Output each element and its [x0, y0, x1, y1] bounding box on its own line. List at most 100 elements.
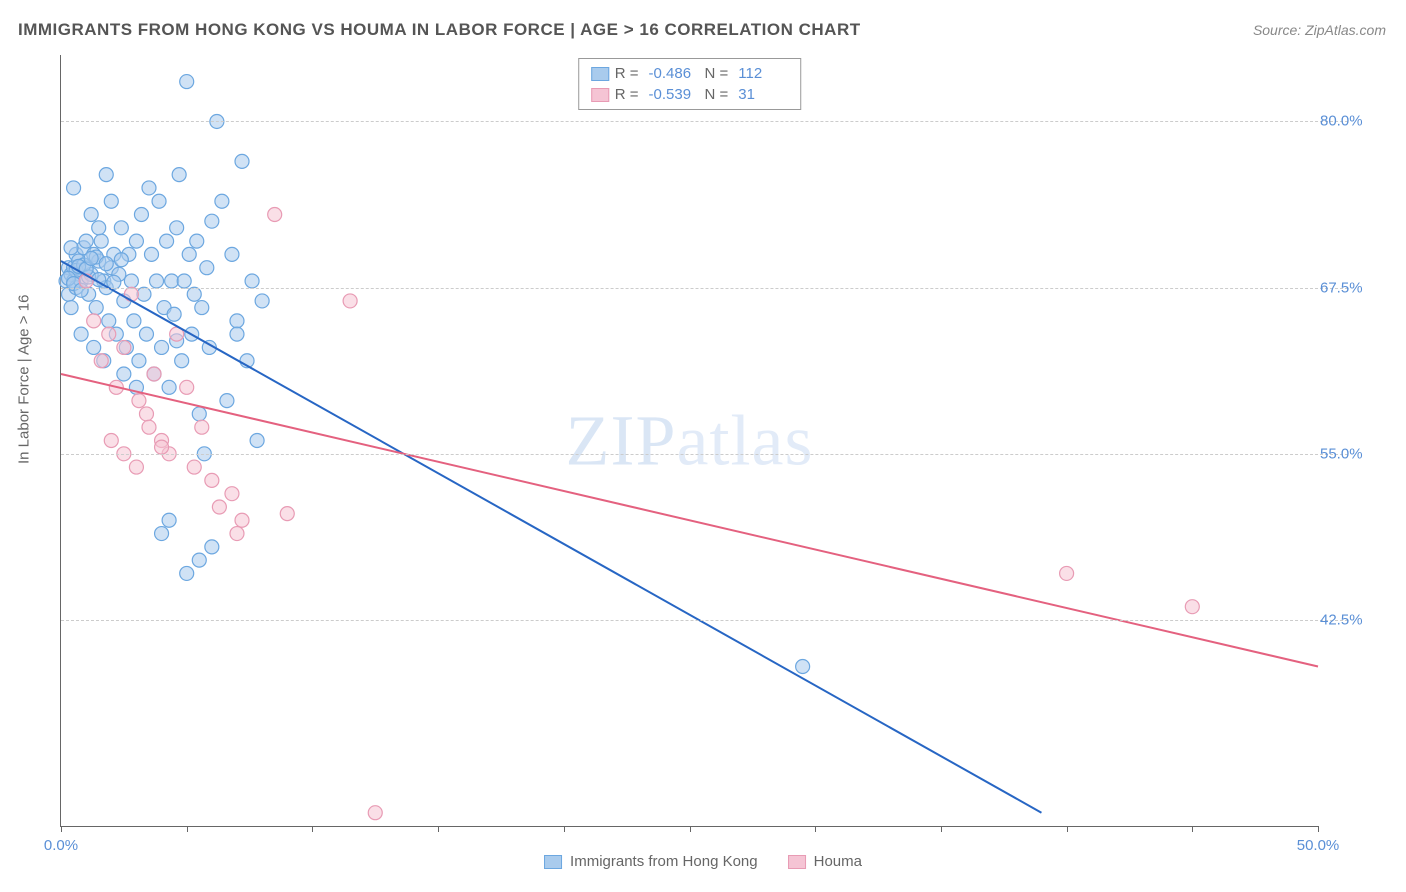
data-point — [102, 314, 116, 328]
y-tick-label: 55.0% — [1320, 445, 1380, 462]
data-point — [180, 75, 194, 89]
data-point — [142, 181, 156, 195]
data-point — [225, 247, 239, 261]
legend-row: R = -0.486 N = 112 — [591, 63, 789, 84]
data-point — [177, 274, 191, 288]
data-point — [1060, 566, 1074, 580]
data-point — [180, 380, 194, 394]
chart-container: In Labor Force | Age > 16 ZIPatlas R = -… — [18, 55, 1388, 872]
grid-line — [61, 454, 1348, 455]
data-point — [230, 527, 244, 541]
data-point — [162, 380, 176, 394]
data-point — [127, 314, 141, 328]
data-point — [139, 327, 153, 341]
data-point — [205, 473, 219, 487]
data-point — [200, 261, 214, 275]
data-point — [175, 354, 189, 368]
legend-item-label: Immigrants from Hong Kong — [570, 853, 758, 870]
legend-swatch-icon — [544, 855, 562, 869]
data-point — [235, 513, 249, 527]
data-point — [155, 527, 169, 541]
data-point — [1185, 600, 1199, 614]
data-point — [162, 513, 176, 527]
data-point — [255, 294, 269, 308]
data-point — [104, 434, 118, 448]
data-point — [195, 420, 209, 434]
data-point — [114, 221, 128, 235]
source-label: Source: ZipAtlas.com — [1253, 22, 1386, 38]
data-point — [117, 367, 131, 381]
data-point — [117, 340, 131, 354]
data-point — [245, 274, 259, 288]
x-tick — [941, 826, 942, 832]
data-point — [268, 208, 282, 222]
legend-r-label: R = — [615, 86, 639, 103]
data-point — [67, 181, 81, 195]
x-tick — [187, 826, 188, 832]
data-point — [124, 287, 138, 301]
y-tick-label: 80.0% — [1320, 113, 1380, 130]
legend-item-label: Houma — [814, 853, 862, 870]
data-point — [190, 234, 204, 248]
legend-n-label: N = — [705, 86, 729, 103]
legend-n-value: 112 — [738, 65, 784, 82]
data-point — [172, 168, 186, 182]
data-point — [195, 301, 209, 315]
data-point — [74, 327, 88, 341]
data-point — [230, 327, 244, 341]
x-tick — [1067, 826, 1068, 832]
data-point — [155, 440, 169, 454]
data-point — [137, 287, 151, 301]
data-point — [87, 340, 101, 354]
data-point — [165, 274, 179, 288]
x-tick-label: 0.0% — [44, 837, 78, 854]
data-point — [225, 487, 239, 501]
legend-swatch-icon — [591, 88, 609, 102]
data-point — [129, 234, 143, 248]
data-point — [170, 221, 184, 235]
legend-series: Immigrants from Hong Kong Houma — [544, 853, 862, 870]
data-point — [94, 354, 108, 368]
grid-line — [61, 620, 1348, 621]
data-point — [192, 407, 206, 421]
x-tick — [690, 826, 691, 832]
data-point — [132, 354, 146, 368]
data-point — [280, 507, 294, 521]
legend-n-label: N = — [705, 65, 729, 82]
data-point — [92, 221, 106, 235]
data-point — [87, 314, 101, 328]
data-point — [134, 208, 148, 222]
data-point — [205, 214, 219, 228]
data-point — [180, 566, 194, 580]
data-point — [142, 420, 156, 434]
data-point — [132, 394, 146, 408]
data-point — [64, 241, 78, 255]
chart-svg — [61, 55, 1318, 826]
data-point — [84, 208, 98, 222]
legend-row: R = -0.539 N = 31 — [591, 84, 789, 105]
data-point — [343, 294, 357, 308]
data-point — [796, 659, 810, 673]
grid-line — [61, 121, 1348, 122]
data-point — [104, 194, 118, 208]
data-point — [150, 274, 164, 288]
data-point — [192, 553, 206, 567]
legend-swatch-icon — [591, 67, 609, 81]
data-point — [215, 194, 229, 208]
x-tick — [1318, 826, 1319, 832]
data-point — [89, 301, 103, 315]
data-point — [99, 168, 113, 182]
trend-line — [61, 261, 1041, 813]
data-point — [124, 274, 138, 288]
legend-r-value: -0.486 — [649, 65, 695, 82]
x-tick — [438, 826, 439, 832]
y-tick-label: 42.5% — [1320, 611, 1380, 628]
data-point — [147, 367, 161, 381]
chart-title: IMMIGRANTS FROM HONG KONG VS HOUMA IN LA… — [18, 20, 861, 40]
data-point — [99, 257, 113, 271]
data-point — [212, 500, 226, 514]
data-point — [139, 407, 153, 421]
x-tick — [815, 826, 816, 832]
legend-r-value: -0.539 — [649, 86, 695, 103]
data-point — [368, 806, 382, 820]
